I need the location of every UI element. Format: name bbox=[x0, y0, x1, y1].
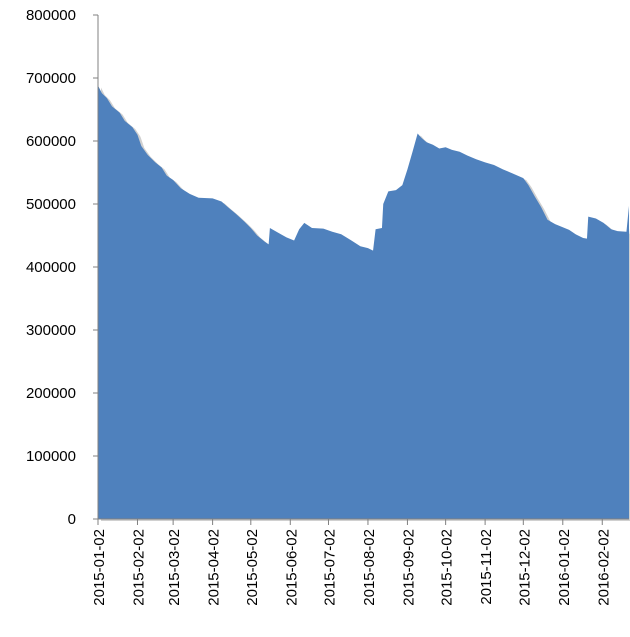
x-axis-tick-labels: 2015-01-02 2015-02-02 2015-03-02 2015-04-02… bbox=[91, 529, 612, 606]
x-tick-label-11: 2015-12-02 bbox=[516, 529, 533, 606]
series-0-area bbox=[98, 85, 629, 519]
x-tick-label-5: 2015-06-02 bbox=[283, 529, 300, 606]
series-layer bbox=[98, 85, 630, 521]
y-tick-label-5: 500000 bbox=[26, 196, 76, 213]
y-tick-label-1: 100000 bbox=[26, 448, 76, 465]
x-tick-label-7: 2015-08-02 bbox=[361, 529, 378, 606]
y-tick-label-4: 400000 bbox=[26, 259, 76, 276]
y-tick-label-0: 0 bbox=[68, 511, 76, 528]
x-tick-label-6: 2015-07-02 bbox=[321, 529, 338, 606]
y-tick-label-7: 700000 bbox=[26, 70, 76, 87]
x-tick-label-9: 2015-10-02 bbox=[439, 529, 456, 606]
y-axis-tick-labels: 0 100000 200000 300000 400000 500000 600000 700… bbox=[26, 7, 76, 528]
y-tick-label-2: 200000 bbox=[26, 385, 76, 402]
x-tick-label-12: 2016-01-02 bbox=[556, 529, 573, 606]
x-tick-label-3: 2015-04-02 bbox=[206, 529, 223, 606]
x-tick-label-1: 2015-02-02 bbox=[130, 529, 147, 606]
axes-layer bbox=[93, 14, 629, 525]
y-tick-label-3: 300000 bbox=[26, 322, 76, 339]
x-tick-label-10: 2015-11-02 bbox=[478, 529, 495, 605]
x-tick-label-8: 2015-09-02 bbox=[400, 529, 417, 606]
x-tick-label-2: 2015-03-02 bbox=[166, 529, 183, 606]
y-tick-label-6: 600000 bbox=[26, 133, 76, 150]
x-tick-label-4: 2015-05-02 bbox=[244, 529, 261, 606]
y-tick-label-8: 800000 bbox=[26, 7, 76, 24]
x-tick-label-13: 2016-02-02 bbox=[595, 529, 612, 606]
x-tick-label-0: 2015-01-02 bbox=[91, 529, 108, 606]
